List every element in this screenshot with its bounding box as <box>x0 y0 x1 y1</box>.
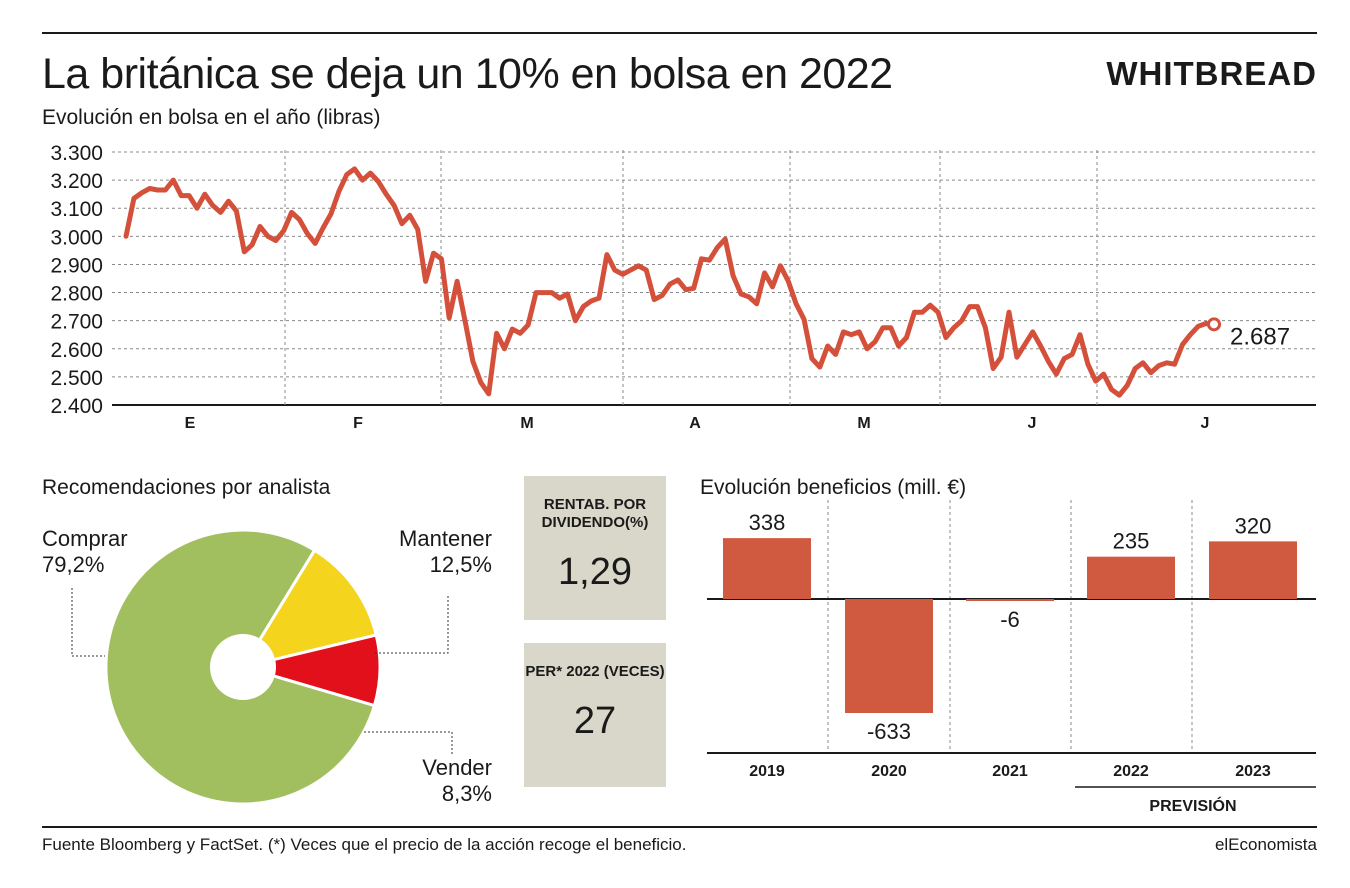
slice-value-comprar: 79,2% <box>42 552 105 577</box>
slice-value-vender: 8,3% <box>441 781 492 806</box>
donut-slice-mantener <box>239 548 379 670</box>
slice-label-comprar: Comprar 79,2% <box>42 526 128 578</box>
bar-chart-title: Evolución beneficios (mill. €) <box>700 476 967 499</box>
year-tick-label: 2021 <box>992 763 1028 780</box>
y-tick-label: 2.500 <box>50 367 103 390</box>
bar-value-label: 235 <box>1113 529 1150 554</box>
top-rule <box>42 32 1317 34</box>
last-price-marker <box>1207 317 1221 332</box>
kpi-per-value: 27 <box>573 700 617 742</box>
profit-bar-2019 <box>723 538 811 599</box>
y-tick-label: 3.200 <box>50 170 103 193</box>
page-title: La británica se deja un 10% en bolsa en … <box>42 50 893 98</box>
year-tick-label: 2019 <box>749 763 785 780</box>
y-tick-label: 3.300 <box>50 142 103 165</box>
kpi-dividend-yield-value: 1,29 <box>558 551 632 593</box>
y-tick-label: 2.900 <box>50 254 103 277</box>
profit-bar-2023 <box>1209 541 1297 599</box>
slice-name-vender: Vender <box>422 755 492 780</box>
slice-value-mantener: 12,5% <box>429 552 492 577</box>
kpi-dividend-yield-label: RENTAB. POR DIVIDENDO(%) <box>541 496 649 531</box>
slice-name-mantener: Mantener <box>399 526 492 551</box>
profit-bar-2021 <box>966 599 1054 601</box>
month-tick-label: E <box>185 415 196 432</box>
slice-label-mantener: Mantener 12,5% <box>372 526 492 578</box>
source-note: Fuente Bloomberg y FactSet. (*) Veces qu… <box>42 835 687 854</box>
last-price-label: 2.687 <box>1230 323 1290 350</box>
month-tick-label: M <box>520 415 533 432</box>
y-tick-label: 2.700 <box>50 311 103 334</box>
donut-hole <box>210 634 276 700</box>
bar-value-label: 338 <box>749 510 786 535</box>
stock-line-chart: 3.300 3.200 3.100 3.000 2.900 2.800 2.700 2.600… <box>50 142 1316 432</box>
brand-logo: WHITBREAD <box>1106 55 1317 92</box>
line-chart-title: Evolución en bolsa en el año (libras) <box>42 106 381 129</box>
slice-label-vender: Vender 8,3% <box>372 755 492 807</box>
profit-bar-2022 <box>1087 556 1175 599</box>
donut-chart-title: Recomendaciones por analista <box>42 476 331 499</box>
y-tick-label: 2.800 <box>50 283 103 306</box>
bar-value-label: 320 <box>1235 513 1272 538</box>
month-tick-label: F <box>353 415 363 432</box>
recommendations-donut-chart <box>71 528 453 806</box>
leader-mantener <box>375 596 449 654</box>
bottom-rule <box>42 826 1317 828</box>
y-tick-label: 2.600 <box>50 339 103 362</box>
profit-bar-chart: 338 2019 -633 2020 -6 2021 235 2022 320 2023 PREVI… <box>707 500 1316 815</box>
leader-vender <box>363 731 453 754</box>
y-tick-label: 3.000 <box>50 226 103 249</box>
kpi-per-label: PER* 2022 (VECES) <box>525 663 665 680</box>
slice-name-comprar: Comprar <box>42 526 128 551</box>
kpi-per: PER* 2022 (VECES) 27 <box>524 643 666 787</box>
leader-comprar <box>71 588 105 657</box>
price-series-line <box>123 166 1217 398</box>
year-tick-label: 2022 <box>1113 763 1149 780</box>
kpi-dividend-yield: RENTAB. POR DIVIDENDO(%) 1,29 <box>524 476 666 620</box>
publisher-name: elEconomista <box>1214 835 1317 854</box>
year-tick-label: 2020 <box>871 763 907 780</box>
profit-bar-2020 <box>845 599 933 713</box>
forecast-label: PREVISIÓN <box>1149 796 1236 815</box>
y-tick-label: 2.400 <box>50 395 103 418</box>
month-tick-label: A <box>689 415 701 432</box>
y-tick-label: 3.100 <box>50 198 103 221</box>
bar-value-label: -633 <box>867 719 911 744</box>
month-tick-label: M <box>857 415 870 432</box>
year-tick-label: 2023 <box>1235 763 1271 780</box>
month-tick-label: J <box>1028 415 1037 432</box>
month-tick-label: J <box>1201 415 1210 432</box>
bar-value-label: -6 <box>1000 607 1020 632</box>
